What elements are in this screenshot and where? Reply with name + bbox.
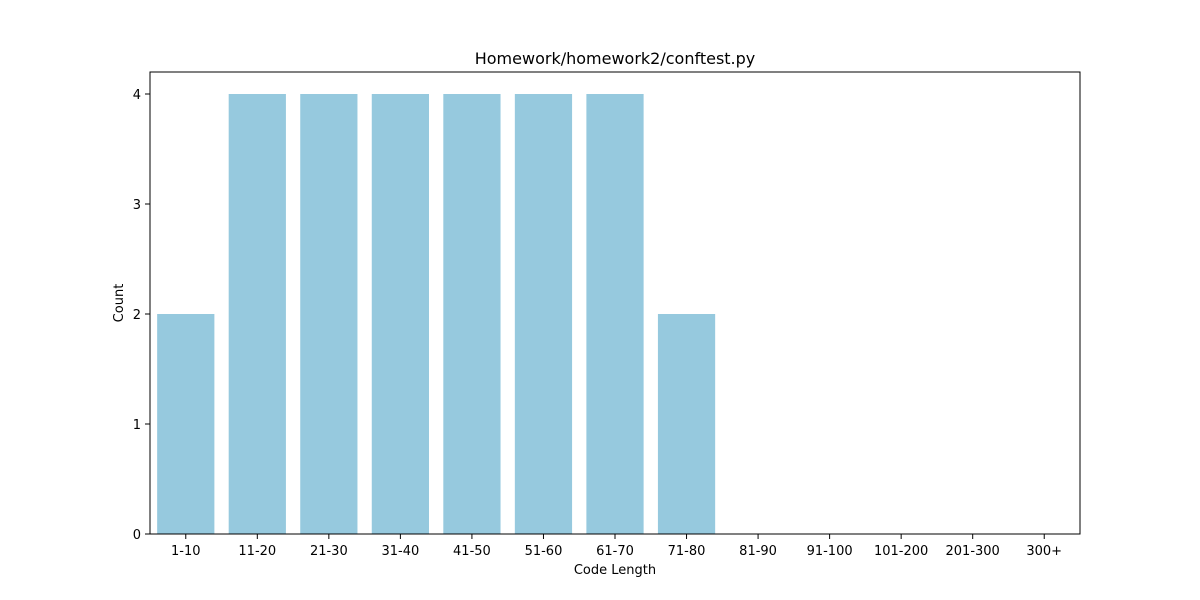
bar-21-30 xyxy=(300,94,358,534)
x-tick-label: 201-300 xyxy=(946,544,1000,559)
bar-71-80 xyxy=(657,314,716,534)
y-tick-label: 3 xyxy=(133,198,141,213)
bar-1-10 xyxy=(157,314,215,534)
y-tick-label: 4 xyxy=(133,88,141,103)
y-axis-label: Count xyxy=(112,284,127,323)
chart-title: Homework/homework2/conftest.py xyxy=(475,49,756,68)
bar-61-70 xyxy=(586,94,644,534)
x-tick-label: 11-20 xyxy=(238,544,276,559)
y-tick-label: 0 xyxy=(133,528,141,543)
x-tick-label: 81-90 xyxy=(739,544,777,559)
bar-51-60 xyxy=(514,94,573,534)
x-tick-label: 31-40 xyxy=(381,544,419,559)
x-tick-label: 61-70 xyxy=(596,544,634,559)
x-tick-label: 91-100 xyxy=(807,544,853,559)
x-axis: 1-10 11-20 21-30 31-40 41-50 51-60 61-70 71-80 8… xyxy=(171,534,1062,559)
x-tick-label: 300+ xyxy=(1026,544,1062,559)
x-tick-label: 1-10 xyxy=(171,544,201,559)
bar-31-40 xyxy=(371,94,429,534)
y-tick-label: 2 xyxy=(133,308,141,323)
bars-layer xyxy=(157,94,716,534)
x-tick-label: 51-60 xyxy=(525,544,563,559)
x-tick-label: 101-200 xyxy=(874,544,928,559)
x-axis-label: Code Length xyxy=(574,563,656,578)
bar-41-50 xyxy=(443,94,501,534)
x-tick-label: 21-30 xyxy=(310,544,348,559)
y-tick-label: 1 xyxy=(133,418,141,433)
bar-11-20 xyxy=(228,94,286,534)
x-tick-label: 41-50 xyxy=(453,544,491,559)
y-axis: 0 1 2 3 4 xyxy=(133,88,150,543)
x-tick-label: 71-80 xyxy=(668,544,706,559)
